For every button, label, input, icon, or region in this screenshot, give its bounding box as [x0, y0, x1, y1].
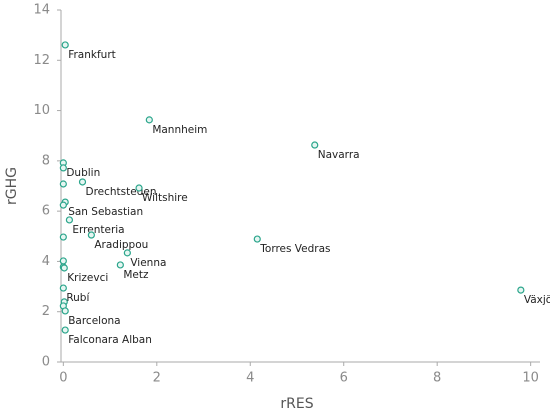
point-label: Rubí	[66, 292, 90, 304]
point-label: Torres Vedras	[259, 243, 330, 255]
point	[61, 326, 69, 334]
point-label: Navarra	[318, 149, 360, 161]
x-tick-label: 4	[246, 371, 254, 386]
point-label: San Sebastian	[68, 206, 143, 218]
point-label: Växjö	[524, 294, 550, 306]
point	[135, 184, 143, 192]
point	[253, 235, 261, 243]
point-label: Falconara Alban	[68, 334, 152, 346]
y-tick-label: 10	[33, 103, 50, 118]
point	[59, 233, 67, 241]
point-label: Frankfurt	[68, 49, 116, 61]
point	[59, 257, 67, 265]
x-axis-title: rRES	[280, 396, 313, 412]
point-label: Errenteria	[72, 224, 124, 236]
point	[59, 284, 67, 292]
point	[65, 216, 74, 224]
point-label: Barcelona	[68, 315, 120, 327]
point-label: Aradippou	[94, 239, 148, 251]
y-tick-label: 0	[42, 355, 50, 370]
point	[517, 286, 525, 294]
y-tick-label: 6	[42, 204, 50, 219]
point	[59, 180, 67, 188]
point	[60, 264, 68, 272]
point	[311, 141, 319, 149]
x-tick-label: 10	[522, 371, 539, 386]
point	[123, 249, 131, 257]
point-label: Dublin	[66, 167, 100, 179]
x-tick-label: 8	[433, 371, 441, 386]
point-label: Wiltshire	[142, 192, 188, 204]
point-label: Krizevci	[67, 272, 108, 284]
y-tick-label: 2	[42, 304, 50, 319]
y-axis-title: rGHG	[4, 167, 20, 205]
point	[116, 261, 124, 269]
point-label: Vienna	[130, 257, 166, 269]
y-tick-label: 12	[33, 53, 50, 68]
point	[78, 178, 87, 186]
point	[145, 116, 153, 124]
point	[59, 201, 67, 209]
point	[59, 164, 67, 172]
y-tick-label: 4	[42, 254, 50, 269]
x-tick-label: 2	[153, 371, 161, 386]
y-tick-label: 8	[42, 153, 50, 168]
point-label: Mannheim	[152, 124, 207, 136]
point	[87, 231, 95, 239]
point	[61, 307, 69, 315]
point-label: Metz	[123, 269, 149, 281]
x-tick-label: 0	[59, 371, 67, 386]
x-tick-label: 6	[340, 371, 348, 386]
y-tick-label: 14	[33, 3, 50, 18]
point	[61, 41, 69, 49]
